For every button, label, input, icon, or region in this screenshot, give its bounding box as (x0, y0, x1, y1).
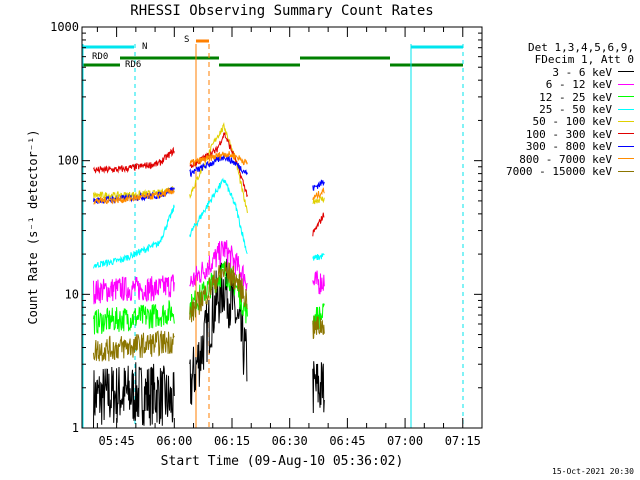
x-tick-label: 05:45 (99, 434, 135, 448)
series-line-3 (93, 204, 175, 269)
x-tick-label: 06:00 (156, 434, 192, 448)
generation-timestamp: 15-Oct-2021 20:30 (552, 467, 634, 476)
legend-entry: 50 - 100 keV (506, 116, 634, 128)
legend-swatch (618, 96, 634, 98)
legend-entry-label: 12 - 25 keV (539, 90, 612, 104)
series-line-6 (93, 186, 175, 205)
legend: Det 1,3,4,5,6,9, FDecim 1, Att 0 3 - 6 k… (506, 41, 634, 179)
night-flag-label: N (142, 42, 148, 52)
saa-flag-label: S (184, 35, 190, 45)
legend-swatch (618, 83, 634, 85)
series-line-1 (93, 273, 175, 305)
y-tick-label: 100 (57, 154, 79, 168)
y-tick-label: 1 (72, 421, 79, 435)
series-line-3 (189, 177, 248, 254)
legend-entry-label: 300 - 800 keV (525, 140, 612, 154)
series-line-8 (93, 330, 175, 362)
legend-entry: 25 - 50 keV (506, 103, 634, 117)
series-line-8 (312, 315, 325, 339)
legend-entry: 3 - 6 keV (506, 65, 634, 79)
legend-entry: 800 - 7000 keV (506, 152, 634, 166)
plot-frame (81, 26, 483, 429)
y-tick-label: 10 (65, 287, 79, 301)
series-line-7 (93, 187, 175, 205)
legend-entry: 12 - 25 keV (506, 90, 634, 104)
legend-entry: 7000 - 15000 keV (506, 165, 634, 179)
legend-swatch (618, 71, 634, 73)
x-tick-label: 07:00 (387, 434, 423, 448)
series-line-0 (93, 362, 175, 429)
flag-bars (82, 39, 464, 428)
series-line-8 (189, 262, 248, 323)
series-lines (93, 121, 325, 429)
legend-header-line: Det 1,3,4,5,6,9, (528, 41, 634, 54)
chart-title: RHESSI Observing Summary Count Rates (130, 3, 434, 19)
series-line-6 (312, 179, 325, 191)
legend-entry-label: 7000 - 15000 keV (506, 165, 612, 179)
x-tick-label: 07:15 (445, 434, 481, 448)
legend-swatch (618, 133, 634, 135)
series-line-5 (93, 146, 175, 174)
rd6-flag-label: RD6 (125, 60, 142, 70)
series-line-5 (312, 212, 325, 237)
y-tick-label: 1000 (50, 20, 79, 34)
series-line-3 (312, 253, 325, 261)
y-axis-label: Count Rate (s⁻¹ detector⁻¹) (26, 129, 40, 325)
legend-entry: 300 - 800 keV (506, 141, 634, 153)
legend-swatch (618, 145, 634, 147)
legend-swatch (618, 108, 634, 110)
legend-swatch (618, 158, 634, 160)
series-line-7 (189, 151, 248, 167)
legend-entry-label: 800 - 7000 keV (519, 152, 612, 166)
legend-entry: 100 - 300 keV (506, 127, 634, 141)
series-line-7 (312, 187, 325, 201)
x-axis-label: Start Time (09-Aug-10 05:36:02) (160, 454, 404, 469)
series-line-6 (189, 154, 248, 178)
legend-entry-label: 25 - 50 keV (539, 103, 612, 117)
series-line-4 (189, 121, 248, 214)
series-line-0 (189, 258, 248, 405)
series-line-1 (312, 270, 325, 295)
series-line-2 (93, 300, 175, 335)
legend-entry-label: 3 - 6 keV (552, 65, 612, 79)
series-line-4 (312, 196, 325, 205)
legend-swatch (618, 170, 634, 172)
x-tick-label: 06:45 (329, 434, 365, 448)
x-tick-label: 06:30 (272, 434, 308, 448)
series-line-0 (312, 361, 325, 414)
rd0-flag-label: RD0 (92, 52, 109, 62)
series-line-1 (189, 240, 248, 291)
x-tick-label: 06:15 (214, 434, 250, 448)
legend-swatch (618, 120, 634, 122)
legend-entry-label: 100 - 300 keV (525, 127, 612, 141)
legend-header-line: FDecim 1, Att 0 (534, 53, 634, 67)
axes: 1 10 100 1000 05:45 06:00 06:15 06:30 06:45 07:00… (50, 20, 483, 448)
legend-entry: 6 - 12 keV (506, 79, 634, 91)
legend-entry-label: 6 - 12 keV (545, 78, 612, 92)
legend-entry-label: 50 - 100 keV (532, 115, 612, 129)
